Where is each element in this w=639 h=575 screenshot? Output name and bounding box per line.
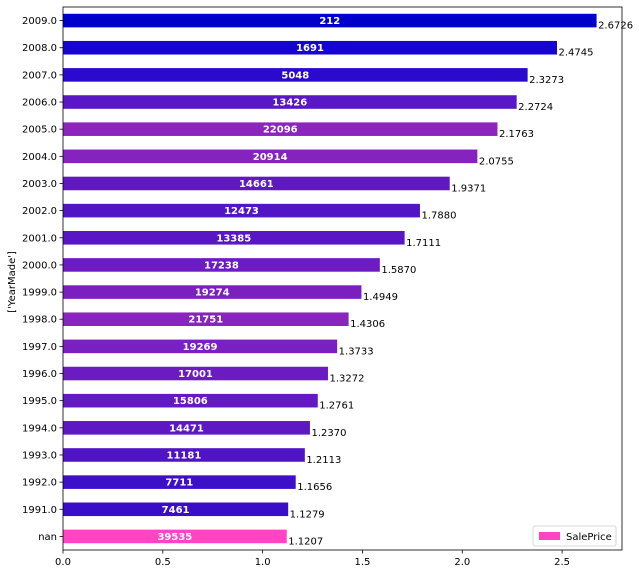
x-tick-label-2.0: 2.0 <box>454 557 470 568</box>
legend-swatch <box>539 532 560 540</box>
value-label-1991.0: 1.1279 <box>290 509 325 520</box>
y-axis: nan 1991.0 1992.0 1993.0 1994.0 1995.0 1996.0 1… <box>22 16 63 543</box>
value-label-2005.0: 2.1763 <box>499 129 534 140</box>
y-tick-label-2004.0: 2004.0 <box>22 152 57 163</box>
y-tick-label-2006.0: 2006.0 <box>22 98 57 109</box>
value-label-1995.0: 1.2761 <box>319 401 354 412</box>
bar-2002.0 <box>63 203 420 218</box>
value-label-1997.0: 1.3733 <box>339 346 374 357</box>
bar-2008.0 <box>63 40 558 55</box>
bar-2003.0 <box>63 176 450 191</box>
count-label-1996.0: 17001 <box>178 369 213 380</box>
value-label-1993.0: 1.2113 <box>306 455 341 466</box>
legend-frame <box>532 525 617 547</box>
count-label-2004.0: 20914 <box>253 152 288 163</box>
value-label-1996.0: 1.3272 <box>329 374 364 385</box>
x-tick-label-1.0: 1.0 <box>255 557 271 568</box>
y-tick-label-1992.0: 1992.0 <box>22 478 57 489</box>
y-tick-label-1997.0: 1997.0 <box>22 342 57 353</box>
bar-2006.0 <box>63 95 517 109</box>
bar-2004.0 <box>63 149 478 164</box>
y-tick-label-2001.0: 2001.0 <box>22 233 57 244</box>
plot-frame <box>62 6 623 551</box>
bar-1999.0 <box>63 285 362 299</box>
x-tick-label-1.5: 1.5 <box>355 557 371 568</box>
count-label-nan: 39535 <box>157 532 192 543</box>
legend: SalePrice <box>532 525 617 547</box>
bar-1995.0 <box>63 393 318 408</box>
bar-1992.0 <box>63 475 296 489</box>
bar-2007.0 <box>63 68 528 82</box>
bar-2000.0 <box>63 258 380 272</box>
bar-1996.0 <box>63 366 328 381</box>
y-tick-label-2005.0: 2005.0 <box>22 125 57 136</box>
bar-labels: 1.1207 39535 1.1279 7461 1.1656 7711 1.2113 111… <box>157 16 633 547</box>
value-label-2001.0: 1.7111 <box>406 238 441 249</box>
count-label-1993.0: 11181 <box>167 450 202 461</box>
value-label-2003.0: 1.9371 <box>451 183 486 194</box>
y-tick-label-1995.0: 1995.0 <box>22 396 57 407</box>
value-label-2008.0: 2.4745 <box>559 48 594 59</box>
value-label-2009.0: 2.6726 <box>598 21 633 32</box>
x-tick-label-0.5: 0.5 <box>155 557 171 568</box>
count-label-2000.0: 17238 <box>204 260 239 271</box>
value-label-2000.0: 1.5870 <box>381 265 416 276</box>
count-label-1998.0: 21751 <box>188 315 223 326</box>
bar-2005.0 <box>63 122 498 136</box>
x-axis: 0.0 0.5 1.0 1.5 2.0 2.5 <box>55 550 570 568</box>
y-tick-label-2007.0: 2007.0 <box>22 70 57 81</box>
value-label-nan: 1.1207 <box>288 536 323 547</box>
value-label-2007.0: 2.3273 <box>529 75 564 86</box>
count-label-1992.0: 7711 <box>165 478 193 489</box>
count-label-1995.0: 15806 <box>173 396 208 407</box>
count-label-2001.0: 13385 <box>216 233 251 244</box>
bar-1997.0 <box>63 339 338 354</box>
value-label-2004.0: 2.0755 <box>479 156 514 167</box>
y-tick-label-1999.0: 1999.0 <box>22 288 57 299</box>
count-label-2003.0: 14661 <box>239 179 274 190</box>
y-tick-label-2003.0: 2003.0 <box>22 179 57 190</box>
count-label-1999.0: 19274 <box>195 288 230 299</box>
bar-nan <box>63 529 287 544</box>
value-label-1999.0: 1.4949 <box>363 292 398 303</box>
bar-1998.0 <box>63 312 349 327</box>
legend-label: SalePrice <box>566 532 612 543</box>
y-tick-label-1998.0: 1998.0 <box>22 315 57 326</box>
bar-2009.0 <box>63 13 597 28</box>
y-tick-label-1993.0: 1993.0 <box>22 450 57 461</box>
count-label-2006.0: 13426 <box>272 98 307 109</box>
y-tick-label-2002.0: 2002.0 <box>22 206 57 217</box>
bars <box>63 13 597 544</box>
bar-1991.0 <box>63 502 289 517</box>
count-label-1991.0: 7461 <box>162 505 190 516</box>
value-label-2006.0: 2.2724 <box>518 102 553 113</box>
value-label-2002.0: 1.7880 <box>421 211 456 222</box>
count-label-2005.0: 22096 <box>263 125 298 136</box>
count-label-1997.0: 19269 <box>183 342 218 353</box>
count-label-2002.0: 12473 <box>224 206 259 217</box>
y-tick-label-1994.0: 1994.0 <box>22 423 57 434</box>
count-label-2008.0: 1691 <box>296 43 324 54</box>
y-tick-label-1991.0: 1991.0 <box>22 505 57 516</box>
value-label-1992.0: 1.1656 <box>297 482 332 493</box>
y-tick-label-nan: nan <box>38 532 57 543</box>
value-label-1994.0: 1.2370 <box>311 428 346 439</box>
y-tick-label-2009.0: 2009.0 <box>22 16 57 27</box>
y-axis-label: ['YearMade'] <box>7 251 18 313</box>
bar-1993.0 <box>63 448 305 462</box>
x-tick-label-0.0: 0.0 <box>55 557 71 568</box>
bar-1994.0 <box>63 421 310 435</box>
count-label-1994.0: 14471 <box>169 423 204 434</box>
count-label-2009.0: 212 <box>319 16 340 27</box>
value-label-1998.0: 1.4306 <box>350 319 385 330</box>
y-tick-label-1996.0: 1996.0 <box>22 369 57 380</box>
bar-2001.0 <box>63 230 405 245</box>
x-tick-label-2.5: 2.5 <box>554 557 570 568</box>
y-tick-label-2008.0: 2008.0 <box>22 43 57 54</box>
count-label-2007.0: 5048 <box>281 70 309 81</box>
y-tick-label-2000.0: 2000.0 <box>22 260 57 271</box>
